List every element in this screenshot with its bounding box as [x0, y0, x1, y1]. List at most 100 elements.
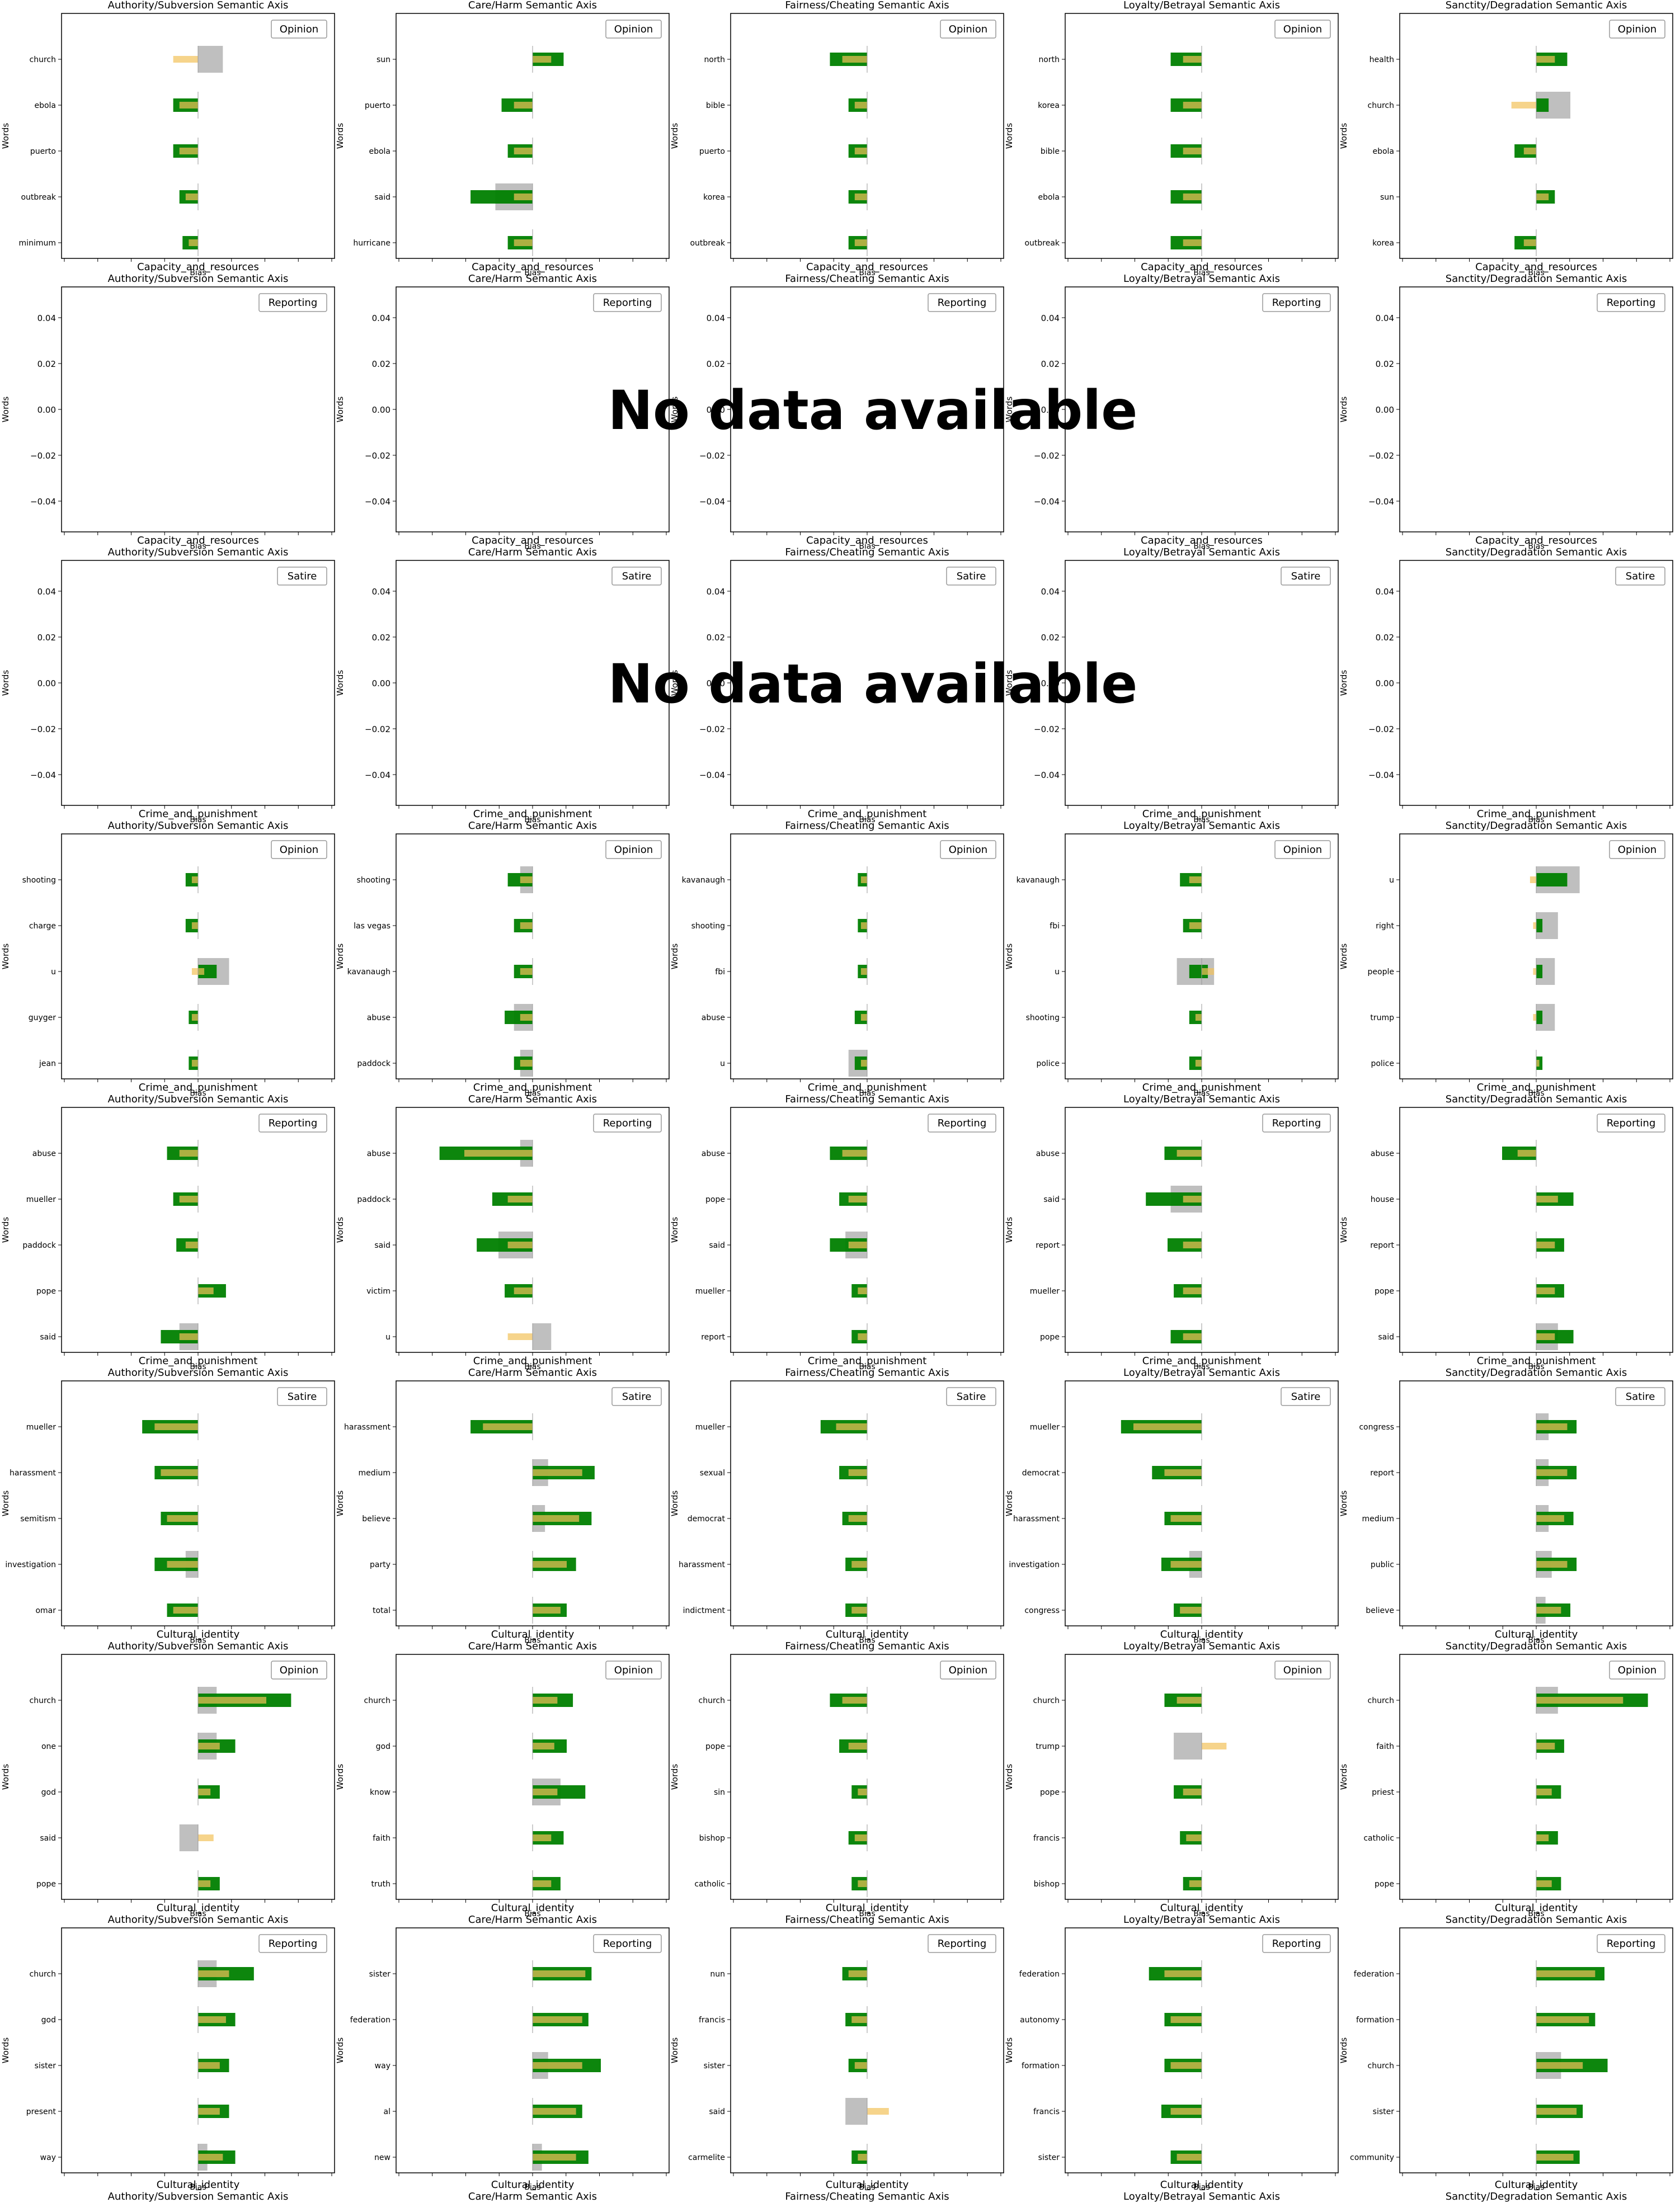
overlay-bar	[1195, 1060, 1202, 1067]
word-tick-label: harassment	[1013, 1515, 1060, 1524]
y-axis-label: Words	[670, 397, 680, 423]
genre-legend-label: Reporting	[1607, 297, 1656, 309]
y-tick-label: 0.00	[1041, 678, 1060, 688]
y-tick-label: 0.04	[1376, 313, 1394, 323]
panel-topic-title: Cultural_identity	[1495, 1629, 1578, 1640]
genre-legend-box	[1597, 293, 1665, 312]
overlay-bar	[191, 1060, 198, 1067]
overlay-bar	[198, 2108, 220, 2115]
overlay-bar	[1183, 239, 1202, 246]
x-axis-label: Bias	[1528, 268, 1544, 277]
word-tick-label: harassment	[10, 1469, 56, 1478]
x-axis-label: Bias	[1193, 1636, 1210, 1645]
panel-topic-title: Capacity_and_resources	[1141, 261, 1263, 273]
overlay-bar	[533, 1469, 582, 1476]
panel-axis-title: Loyalty/Betrayal Semantic Axis	[1123, 546, 1280, 558]
genre-legend-label: Satire	[622, 1391, 652, 1403]
overlay-bar	[1536, 1287, 1555, 1294]
overlay-bar	[1183, 1333, 1202, 1340]
y-axis-label: Words	[670, 2038, 680, 2064]
y-axis-label: Words	[670, 1764, 680, 1790]
word-tick-label: democrat	[688, 1515, 726, 1524]
genre-legend-label: Opinion	[614, 1664, 653, 1676]
overlay-bar	[1177, 1150, 1202, 1157]
genre-legend-box	[1262, 1934, 1331, 1953]
overlay-bar	[198, 1789, 211, 1795]
word-tick-label: police	[1371, 1059, 1394, 1068]
y-tick-label: −0.04	[699, 497, 725, 507]
y-tick-label: −0.04	[1368, 770, 1394, 780]
x-axis-label: Bias	[859, 1089, 875, 1098]
y-tick-label: 0.00	[1376, 678, 1394, 688]
y-tick-label: 0.04	[707, 587, 725, 597]
overlay-bar	[520, 1060, 533, 1067]
mean-bar	[1536, 1011, 1543, 1024]
overlay-bar	[198, 1880, 211, 1887]
overlay-bar	[1536, 1880, 1552, 1887]
genre-legend-label: Satire	[957, 1391, 986, 1403]
y-tick-label: 0.00	[37, 405, 56, 415]
y-axis-label: Words	[1339, 1491, 1349, 1517]
bottom-topic-title: Cultural_identity	[1160, 2179, 1244, 2191]
overlay-bar	[1189, 876, 1202, 883]
panel-topic-title: Cultural_identity	[491, 1629, 575, 1640]
word-tick-label: church	[1368, 1696, 1394, 1705]
x-axis-label: Bias	[190, 268, 206, 277]
genre-legend-label: Opinion	[614, 23, 653, 35]
y-tick-label: 0.04	[707, 313, 725, 323]
overlay-bar	[858, 1789, 867, 1795]
panel-axis-title: Loyalty/Betrayal Semantic Axis	[1123, 1914, 1280, 1926]
overlay-bar	[179, 1150, 198, 1157]
x-axis-label: Bias	[1193, 815, 1210, 824]
y-axis-label: Words	[670, 1491, 680, 1517]
overlay-bar	[198, 1287, 214, 1294]
overlay-bar	[1533, 968, 1536, 975]
y-tick-label: 0.02	[1041, 359, 1060, 369]
panel-topic-title: Capacity_and_resources	[137, 535, 259, 546]
genre-legend-label: Opinion	[1618, 23, 1657, 35]
y-tick-label: 0.02	[37, 359, 56, 369]
panel-topic-title: Capacity_and_resources	[472, 261, 594, 273]
panel-axis-title: Sanctity/Degradation Semantic Axis	[1446, 1914, 1627, 1926]
overlay-bar	[1536, 1060, 1540, 1067]
word-tick-label: investigation	[1009, 1560, 1060, 1569]
bottom-topic-title: Cultural_identity	[826, 2179, 909, 2191]
panel-topic-title: Capacity_and_resources	[1475, 535, 1597, 546]
word-tick-label: sun	[377, 55, 390, 64]
y-tick-label: −0.02	[365, 451, 390, 461]
overlay-bar	[1183, 1789, 1202, 1795]
overlay-bar	[173, 1607, 198, 1614]
panel-topic-title: Crime_and_punishment	[473, 1082, 592, 1093]
word-tick-label: church	[30, 55, 56, 64]
word-tick-label: abuse	[367, 1013, 390, 1022]
range-bar	[1174, 1733, 1202, 1760]
y-tick-label: 0.00	[1376, 405, 1394, 415]
overlay-bar	[854, 102, 867, 109]
genre-legend-box	[611, 567, 662, 586]
word-tick-label: outbreak	[1024, 239, 1060, 248]
word-tick-label: pope	[1040, 1333, 1060, 1342]
word-tick-label: believe	[1366, 1606, 1394, 1615]
y-axis-label: Words	[1004, 1491, 1014, 1517]
overlay-bar	[1133, 1423, 1202, 1430]
overlay-bar	[1183, 56, 1202, 63]
overlay-bar	[851, 2016, 867, 2023]
word-tick-label: catholic	[694, 1880, 725, 1889]
no-data-text: No data available	[608, 653, 1138, 715]
y-tick-label: 0.02	[1376, 633, 1394, 643]
overlay-bar	[854, 1834, 867, 1841]
bottom-topic-title: Cultural_identity	[1495, 2179, 1578, 2191]
word-tick-label: present	[26, 2107, 57, 2116]
genre-legend-box	[940, 20, 996, 39]
word-tick-label: puerto	[365, 101, 390, 110]
panel-axis-title: Care/Harm Semantic Axis	[468, 273, 597, 285]
word-tick-label: abuse	[367, 1149, 390, 1158]
overlay-bar	[842, 1697, 867, 1704]
range-bar	[198, 46, 223, 73]
word-tick-label: guyger	[29, 1013, 57, 1022]
word-tick-label: shooting	[22, 876, 56, 885]
word-tick-label: u	[1389, 876, 1394, 885]
overlay-bar	[1183, 1242, 1202, 1248]
overlay-bar	[533, 2062, 582, 2069]
word-tick-label: pope	[705, 1742, 725, 1751]
